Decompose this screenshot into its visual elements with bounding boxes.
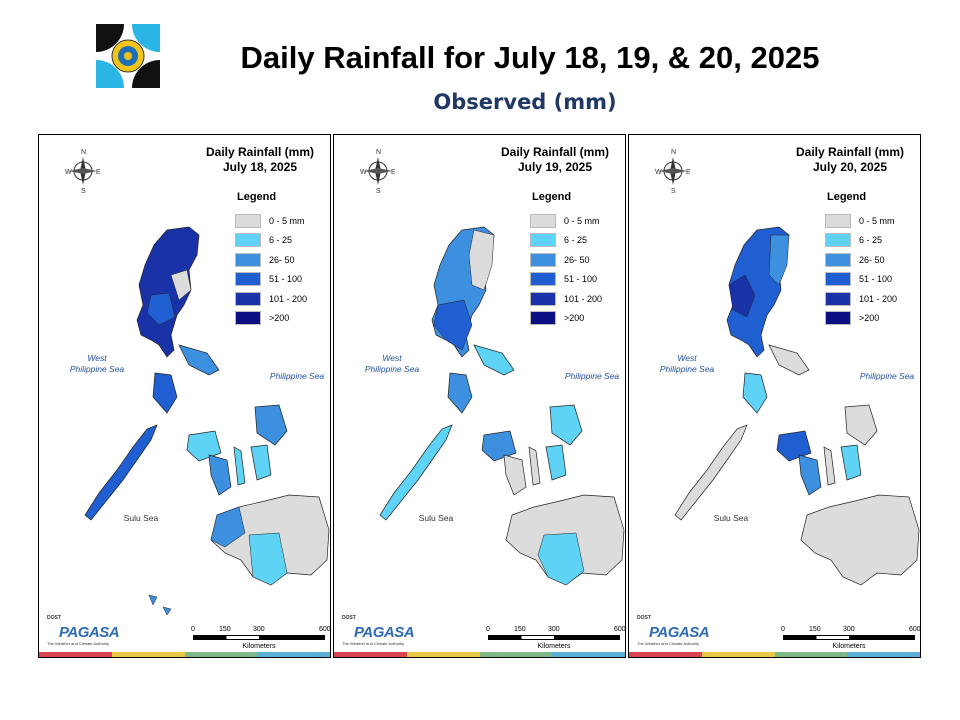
panel-title: Daily Rainfall (mm) July 18, 2025 bbox=[205, 145, 315, 174]
map-panel-july-19: N S E W Daily Rainfall (mm) July 19, 2025… bbox=[333, 134, 626, 658]
mindoro-island bbox=[152, 372, 178, 414]
palawan-island bbox=[84, 424, 158, 521]
legend-item: 101 - 200 bbox=[530, 289, 602, 309]
rainfall-map-july-20: N S E W bbox=[655, 149, 920, 586]
west-philippine-sea-label: West Philippine Sea bbox=[364, 353, 420, 374]
page-title: Daily Rainfall for July 18, 19, & 20, 20… bbox=[240, 40, 820, 75]
map-panel-july-20: N S E W Daily Rainfall (mm) July 20, 2025… bbox=[628, 134, 921, 658]
svg-text:E: E bbox=[391, 169, 396, 176]
samar-island bbox=[549, 404, 583, 446]
legend-item: >200 bbox=[235, 309, 307, 329]
rainfall-map-july-19: N S E W bbox=[360, 149, 625, 586]
compass-w: W bbox=[65, 169, 72, 176]
panel-title: Daily Rainfall (mm) July 20, 2025 bbox=[795, 145, 905, 174]
legend-item: 0 - 5 mm bbox=[530, 211, 602, 231]
leyte-island bbox=[840, 444, 862, 481]
compass-e: E bbox=[96, 169, 101, 176]
cebu-island bbox=[233, 446, 246, 486]
color-strip bbox=[39, 652, 330, 657]
legend-item: >200 bbox=[825, 309, 897, 329]
compass-icon bbox=[659, 157, 687, 185]
west-philippine-sea-label: West Philippine Sea bbox=[659, 353, 715, 374]
compass-icon bbox=[364, 157, 392, 185]
map-panel-july-18: N S E W Daily Rainfall (mm bbox=[38, 134, 331, 658]
color-strip bbox=[629, 652, 920, 657]
page-subtitle: Observed (mm) bbox=[433, 90, 617, 114]
panel-title: Daily Rainfall (mm) July 19, 2025 bbox=[500, 145, 610, 174]
svg-text:N: N bbox=[671, 149, 676, 156]
legend: Legend 0 - 5 mm 6 - 25 26- 50 51 - 100 1… bbox=[530, 191, 602, 328]
panay-island bbox=[776, 430, 812, 462]
philippine-sea-label: Philippine Sea bbox=[564, 371, 620, 381]
samar-island bbox=[844, 404, 878, 446]
legend-item: 51 - 100 bbox=[235, 270, 307, 290]
compass-n: N bbox=[81, 149, 86, 156]
luzon-island bbox=[136, 226, 200, 358]
leyte-island bbox=[545, 444, 567, 481]
palawan-island bbox=[379, 424, 453, 521]
legend-item: >200 bbox=[530, 309, 602, 329]
legend-item: 101 - 200 bbox=[825, 289, 897, 309]
sulu-sea-label: Sulu Sea bbox=[713, 513, 749, 523]
mindanao-island bbox=[800, 494, 920, 586]
cebu-island bbox=[823, 446, 836, 486]
negros-island bbox=[798, 454, 822, 496]
legend-item: 101 - 200 bbox=[235, 289, 307, 309]
svg-text:N: N bbox=[376, 149, 381, 156]
color-strip bbox=[334, 652, 625, 657]
pagasa-logo: DOST PAGASA The Weather and Climate Auth… bbox=[47, 615, 120, 646]
samar-island bbox=[254, 404, 288, 446]
west-philippine-sea-label: West Philippine Sea bbox=[69, 353, 125, 374]
pagasa-logo: DOST PAGASA The Weather and Climate Auth… bbox=[637, 615, 710, 646]
panay-island bbox=[481, 430, 517, 462]
legend-item: 0 - 5 mm bbox=[235, 211, 307, 231]
map-panels: N S E W Daily Rainfall (mm bbox=[38, 134, 921, 658]
legend-item: 6 - 25 bbox=[530, 231, 602, 251]
dost-logo bbox=[96, 24, 160, 88]
svg-text:S: S bbox=[376, 188, 381, 195]
svg-text:E: E bbox=[686, 169, 691, 176]
pagasa-logo: DOST PAGASA The Weather and Climate Auth… bbox=[342, 615, 415, 646]
scale-bar: 0 150 300 600 Kilometers bbox=[486, 626, 626, 650]
sulu-sea-label: Sulu Sea bbox=[123, 513, 159, 523]
leyte-island bbox=[250, 444, 272, 481]
cebu-island bbox=[528, 446, 541, 486]
legend-item: 51 - 100 bbox=[825, 270, 897, 290]
negros-island bbox=[208, 454, 232, 496]
compass-s: S bbox=[81, 188, 86, 195]
legend: Legend 0 - 5 mm 6 - 25 26- 50 51 - 100 1… bbox=[235, 191, 307, 328]
legend-title: Legend bbox=[237, 191, 277, 203]
compass-icon bbox=[69, 157, 97, 185]
legend-item: 26- 50 bbox=[530, 250, 602, 270]
svg-text:W: W bbox=[655, 169, 662, 176]
mindoro-island bbox=[447, 372, 473, 414]
panay-island bbox=[186, 430, 222, 462]
legend-item: 6 - 25 bbox=[825, 231, 897, 251]
rainfall-map-july-18: N S E W bbox=[65, 149, 330, 616]
philippine-sea-label: Philippine Sea bbox=[269, 371, 325, 381]
palawan-island bbox=[674, 424, 748, 521]
sulu-sea-label: Sulu Sea bbox=[418, 513, 454, 523]
scale-bar: 0 150 300 600 Kilometers bbox=[191, 626, 331, 650]
svg-text:W: W bbox=[360, 169, 367, 176]
legend-item: 6 - 25 bbox=[235, 231, 307, 251]
negros-island bbox=[503, 454, 527, 496]
mindoro-island bbox=[742, 372, 768, 414]
legend-item: 0 - 5 mm bbox=[825, 211, 897, 231]
svg-text:S: S bbox=[671, 188, 676, 195]
legend-item: 26- 50 bbox=[235, 250, 307, 270]
legend: Legend 0 - 5 mm 6 - 25 26- 50 51 - 100 1… bbox=[825, 191, 897, 328]
legend-item: 51 - 100 bbox=[530, 270, 602, 290]
scale-bar: 0 150 300 600 Kilometers bbox=[781, 626, 921, 650]
philippine-sea-label: Philippine Sea bbox=[859, 371, 915, 381]
legend-item: 26- 50 bbox=[825, 250, 897, 270]
